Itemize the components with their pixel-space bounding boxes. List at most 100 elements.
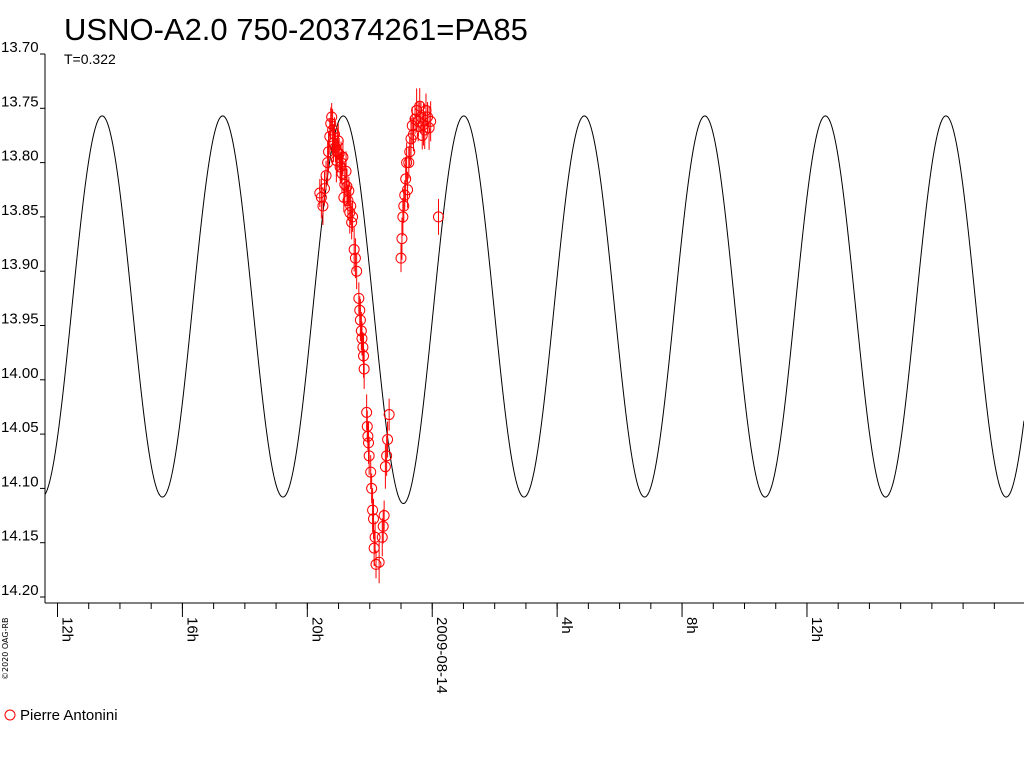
point-marker bbox=[373, 556, 385, 568]
point-marker bbox=[357, 341, 369, 353]
data-point bbox=[347, 201, 359, 232]
point-marker bbox=[402, 184, 414, 196]
data-point bbox=[356, 321, 368, 356]
data-point bbox=[320, 160, 332, 191]
data-point bbox=[398, 189, 410, 224]
data-point bbox=[361, 394, 373, 431]
point-marker bbox=[416, 129, 428, 141]
x-tick-label: 4h bbox=[558, 617, 575, 634]
point-marker bbox=[340, 165, 352, 177]
x-tick-label: 8h bbox=[683, 617, 700, 634]
point-marker bbox=[326, 111, 338, 123]
point-marker bbox=[356, 333, 368, 345]
data-point bbox=[396, 217, 408, 260]
model-curve bbox=[44, 115, 1024, 505]
data-point bbox=[363, 436, 375, 475]
data-point bbox=[340, 151, 352, 192]
x-tick-label: 12h bbox=[58, 617, 75, 642]
point-marker bbox=[376, 531, 388, 543]
axes bbox=[44, 54, 1024, 604]
point-marker bbox=[346, 216, 358, 228]
point-marker bbox=[345, 200, 357, 212]
data-point bbox=[337, 140, 349, 175]
point-marker bbox=[325, 118, 337, 130]
data-point bbox=[404, 137, 416, 166]
y-tick-label: 14.00 bbox=[1, 365, 39, 382]
data-point bbox=[379, 444, 391, 489]
y-tick-label: 14.15 bbox=[1, 528, 39, 545]
y-tick-label: 13.80 bbox=[1, 148, 39, 165]
data-point bbox=[377, 509, 389, 544]
y-tick-label: 13.75 bbox=[1, 93, 39, 110]
x-tick-label: 12h bbox=[808, 617, 825, 642]
point-marker bbox=[403, 157, 415, 169]
data-point bbox=[343, 176, 355, 205]
y-tick-label: 13.90 bbox=[1, 256, 39, 273]
data-point bbox=[400, 156, 412, 201]
point-marker bbox=[378, 510, 390, 522]
point-marker bbox=[369, 531, 381, 543]
point-marker bbox=[365, 466, 377, 478]
point-marker bbox=[349, 252, 361, 264]
point-marker bbox=[347, 211, 359, 223]
point-marker bbox=[362, 430, 374, 442]
x-tick-label: 20h bbox=[308, 617, 325, 642]
data-point bbox=[432, 198, 444, 235]
data-point bbox=[322, 140, 334, 185]
legend-entry: Pierre Antonini bbox=[20, 707, 118, 724]
point-marker bbox=[354, 314, 366, 326]
point-marker bbox=[343, 185, 355, 197]
point-marker bbox=[404, 146, 416, 158]
data-point bbox=[346, 205, 358, 240]
data-point bbox=[328, 117, 340, 152]
data-point bbox=[318, 171, 330, 206]
y-tick-label: 14.10 bbox=[1, 473, 39, 490]
data-point bbox=[397, 197, 409, 236]
point-marker bbox=[425, 115, 437, 127]
data-point bbox=[367, 488, 379, 533]
point-marker bbox=[361, 406, 373, 418]
point-marker bbox=[353, 292, 365, 304]
y-axis-ticks: 13.70 13.75 13.80 13.85 13.90 13.95 14.00 14.05… bbox=[1, 39, 45, 599]
data-point bbox=[357, 332, 369, 363]
copyright-note: ©2020 OAG-RB bbox=[1, 617, 10, 680]
point-marker bbox=[355, 325, 367, 337]
data-point bbox=[353, 282, 365, 315]
point-marker bbox=[367, 504, 379, 516]
data-point bbox=[351, 253, 363, 290]
x-tick-label: 2009-08-14 bbox=[433, 617, 450, 694]
data-point bbox=[363, 421, 375, 464]
point-marker bbox=[395, 252, 407, 264]
x-axis-ticks: 12h 16h 20h 2009-08-14 4h 8h 12h bbox=[56, 603, 995, 694]
data-point bbox=[403, 146, 415, 179]
legend: Pierre Antonini bbox=[4, 707, 118, 724]
data-point bbox=[382, 421, 394, 458]
point-marker bbox=[381, 450, 393, 462]
data-point bbox=[358, 333, 370, 378]
y-tick-label: 13.85 bbox=[1, 202, 39, 219]
data-point bbox=[326, 102, 338, 131]
data-point bbox=[376, 518, 388, 557]
point-marker bbox=[397, 211, 409, 223]
point-marker bbox=[400, 173, 412, 185]
point-marker bbox=[333, 148, 345, 160]
point-marker bbox=[406, 120, 418, 132]
data-point bbox=[366, 473, 378, 504]
point-marker bbox=[363, 437, 375, 449]
chart-subtitle: T=0.322 bbox=[64, 51, 116, 67]
y-tick-label: 13.95 bbox=[1, 311, 39, 328]
point-marker bbox=[377, 520, 389, 532]
x-tick-label: 16h bbox=[183, 617, 200, 642]
point-marker bbox=[399, 189, 411, 201]
point-marker bbox=[382, 434, 394, 446]
data-point bbox=[383, 398, 395, 431]
point-marker bbox=[337, 151, 349, 163]
chart-title: USNO-A2.0 750-20374261=PA85 bbox=[64, 12, 528, 47]
point-marker bbox=[363, 450, 375, 462]
data-point bbox=[425, 101, 437, 142]
y-tick-label: 14.05 bbox=[1, 419, 39, 436]
point-marker bbox=[432, 211, 444, 223]
data-point bbox=[381, 435, 393, 476]
point-marker bbox=[318, 183, 330, 195]
point-marker bbox=[368, 513, 380, 525]
